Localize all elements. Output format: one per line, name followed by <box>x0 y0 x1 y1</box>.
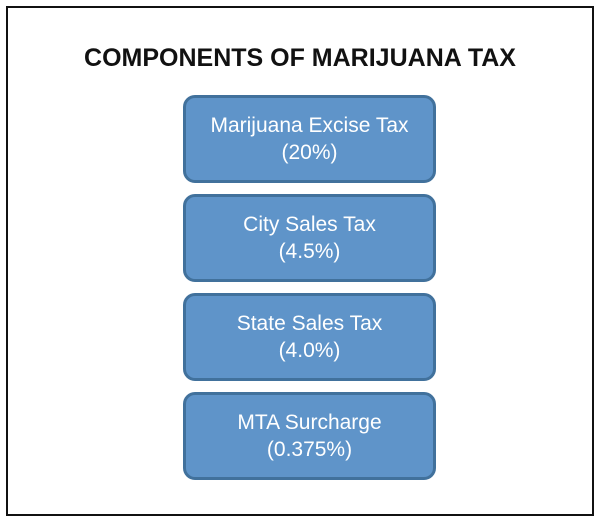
component-name: Marijuana Excise Tax <box>210 114 409 137</box>
component-name: State Sales Tax <box>236 312 383 335</box>
component-rate: (0.375%) <box>266 438 353 461</box>
component-rate: (20%) <box>281 141 338 164</box>
component-box-excise: Marijuana Excise Tax (20%) <box>183 95 436 183</box>
diagram-title: COMPONENTS OF MARIJUANA TAX <box>84 44 516 72</box>
component-box-mta: MTA Surcharge (0.375%) <box>183 392 436 480</box>
component-name: City Sales Tax <box>243 213 376 236</box>
component-rate: (4.5%) <box>278 240 341 263</box>
component-name: MTA Surcharge <box>237 411 382 434</box>
component-rate: (4.0%) <box>278 339 341 362</box>
component-box-city: City Sales Tax (4.5%) <box>183 194 436 282</box>
diagram-frame <box>6 6 594 516</box>
component-box-state: State Sales Tax (4.0%) <box>183 293 436 381</box>
